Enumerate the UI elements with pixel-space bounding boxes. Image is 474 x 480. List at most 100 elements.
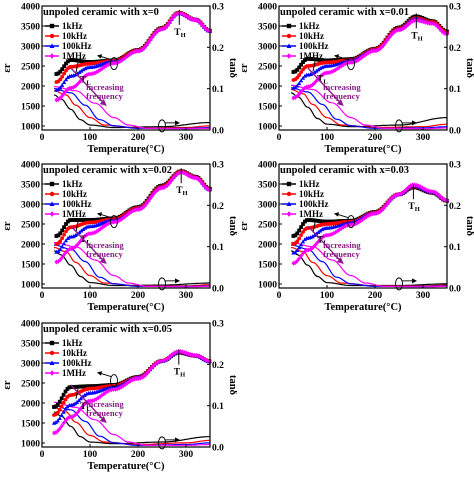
data-point — [399, 27, 403, 33]
legend-marker — [49, 201, 55, 206]
legend-marker — [49, 43, 55, 48]
data-point — [351, 59, 355, 65]
x-axis-label: Temperature(°C) — [87, 302, 165, 313]
data-point — [56, 233, 61, 238]
data-point — [439, 194, 444, 200]
data-point — [331, 219, 336, 224]
data-point — [63, 389, 68, 394]
data-point — [58, 85, 63, 90]
data-point — [119, 216, 124, 222]
data-point — [67, 246, 72, 252]
tan-curve-100kHz — [290, 87, 447, 129]
y2-axis-label: tanδ — [464, 216, 474, 237]
increasing-label: increasing — [323, 240, 361, 250]
y-tick-label: 1500 — [258, 261, 277, 271]
data-point — [160, 185, 164, 191]
data-point — [66, 219, 70, 224]
legend-marker — [286, 201, 292, 206]
tl-label: TL — [80, 235, 91, 246]
data-point — [75, 218, 80, 222]
data-point — [65, 387, 70, 391]
y-tick-label: 4000 — [21, 320, 40, 330]
chart-title: unpoled ceramic with x=0.02 — [43, 165, 172, 176]
y-tick-label: 1000 — [21, 123, 40, 133]
data-point — [293, 69, 298, 74]
data-point — [320, 58, 325, 63]
data-point — [80, 384, 85, 389]
data-point — [379, 207, 384, 213]
x-tick-label: 300 — [416, 291, 431, 301]
data-point — [343, 223, 348, 229]
right-axis-indicator-ellipse — [158, 119, 166, 133]
data-point — [75, 384, 79, 389]
data-point — [333, 67, 338, 73]
data-point — [383, 39, 388, 45]
y-tick-label: 1500 — [21, 261, 40, 271]
data-point — [73, 83, 78, 89]
data-point — [73, 244, 78, 250]
data-point — [372, 211, 376, 217]
data-point — [301, 222, 305, 226]
tl-marker-line — [312, 222, 316, 233]
data-point — [324, 219, 328, 224]
left-axis-indicator-arrowhead — [334, 212, 339, 217]
tan-curve-1MHz — [54, 86, 210, 130]
data-point — [318, 228, 323, 233]
legend-entry: 10kHz — [62, 189, 87, 199]
data-point — [194, 175, 199, 181]
x-tick-label: 100 — [83, 291, 98, 301]
y2-axis-label: tanδ — [227, 375, 237, 396]
data-point — [310, 57, 315, 61]
data-point — [75, 81, 80, 87]
data-point — [304, 57, 309, 61]
data-point — [55, 418, 60, 423]
tan-curve-1MHz — [291, 84, 447, 130]
data-point — [316, 229, 321, 234]
data-point — [92, 397, 97, 403]
right-axis-indicator-ellipse — [395, 277, 403, 291]
data-point — [318, 219, 323, 224]
data-point — [87, 231, 91, 237]
y2-tick-label: 0.3 — [449, 161, 461, 171]
data-point — [404, 186, 409, 192]
data-point — [90, 398, 95, 404]
data-point — [310, 218, 315, 223]
data-point — [304, 218, 309, 223]
x-axis-label: Temperature(°C) — [87, 461, 165, 472]
data-point — [316, 57, 321, 62]
data-point — [314, 218, 319, 223]
frequency-arrow — [307, 67, 341, 103]
chart-panel-x002: 0 100 200 300 1000 1500 2000 2500 3000 3500 4000 0.… — [0, 158, 238, 316]
data-point — [77, 218, 82, 222]
left-axis-indicator-ellipse — [347, 57, 355, 71]
x-tick-label: 200 — [368, 291, 383, 301]
frequency-arrow — [70, 225, 104, 261]
data-point — [308, 83, 313, 89]
data-point — [73, 58, 78, 63]
data-point — [62, 252, 66, 258]
data-point — [322, 58, 327, 63]
data-point — [73, 218, 78, 222]
data-point — [62, 232, 66, 237]
y-tick-label: 1500 — [258, 103, 277, 113]
tan-curve-100kHz — [290, 244, 447, 287]
data-point — [308, 218, 313, 222]
data-point — [71, 245, 76, 251]
data-point — [54, 234, 59, 238]
tan-curve-10kHz — [53, 90, 210, 129]
y-axis-label: εr — [2, 221, 13, 230]
legend-entry: 100kHz — [62, 199, 92, 209]
plot-frame — [41, 5, 211, 131]
data-point — [299, 225, 303, 230]
legend-entry: 1MHz — [62, 209, 86, 219]
frequency-arrow — [70, 384, 104, 420]
data-point — [73, 72, 78, 77]
legend-entry: 100kHz — [299, 199, 329, 209]
x-axis-label: Temperature(°C) — [324, 144, 402, 155]
data-point — [55, 402, 60, 407]
data-point — [67, 218, 72, 223]
data-point — [165, 22, 170, 28]
data-point — [85, 218, 90, 222]
y-tick-label: 3000 — [258, 43, 277, 53]
x-tick-label: 200 — [131, 133, 146, 143]
